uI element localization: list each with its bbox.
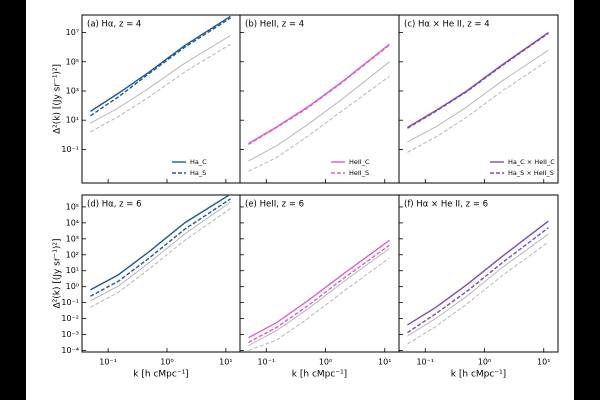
x-tick-label: 10⁰ <box>160 358 173 367</box>
y-tick-label: 10¹ <box>66 116 79 125</box>
series-line <box>407 49 549 143</box>
panel-frame <box>398 194 559 353</box>
y-tick-label: 10³ <box>66 86 79 95</box>
series-line <box>90 43 231 133</box>
series-line <box>248 76 390 172</box>
series-line <box>90 208 231 308</box>
series-line <box>90 35 231 124</box>
y-tick-label: 10⁻¹ <box>61 145 79 154</box>
y-tick-label: 10⁻¹ <box>61 298 79 307</box>
series-line <box>248 244 390 344</box>
legend-label: Ha_S × HeII_S <box>508 169 554 177</box>
series-line <box>248 239 390 339</box>
y-axis-label: Δ²(k) [(Jy sr⁻¹)²] <box>53 64 63 134</box>
y-tick-label: 10⁴ <box>66 218 79 227</box>
y-tick-label: 10⁷ <box>66 28 79 37</box>
series-line <box>407 227 549 334</box>
y-tick-label: 10³ <box>66 234 79 243</box>
left-bar <box>0 0 26 400</box>
panel-title: (d) Hα, z = 6 <box>87 200 142 210</box>
panel-title: (a) Hα, z = 4 <box>87 20 141 30</box>
x-tick-label: 10¹ <box>537 358 550 367</box>
panel-frame <box>398 14 559 184</box>
y-tick-label: 10⁻³ <box>61 330 79 339</box>
series-line <box>248 257 390 351</box>
legend-label: Ha_C <box>190 158 207 166</box>
y-tick-label: 10⁵ <box>66 202 79 211</box>
x-axis-label: k [h cMpc⁻¹] <box>133 370 188 380</box>
series-line <box>90 17 231 117</box>
x-tick-label: 10⁻¹ <box>99 358 117 367</box>
legend-label: HeII_C <box>349 158 370 166</box>
y-tick-label: 10⁻² <box>61 314 79 323</box>
panel-title: (e) HeII, z = 6 <box>245 200 304 210</box>
panel-title: (c) Hα × He II, z = 4 <box>404 20 490 30</box>
series-line <box>90 195 231 291</box>
series-line <box>90 15 231 112</box>
y-tick-label: 10⁵ <box>66 57 79 66</box>
y-tick-label: 10⁻⁴ <box>61 346 79 355</box>
legend-label: Ha_C × HeII_C <box>508 158 555 166</box>
y-axis-label: Δ²(k) [(Jy sr⁻¹)²] <box>53 238 63 308</box>
x-tick-label: 10⁰ <box>319 358 332 367</box>
x-tick-label: 10⁰ <box>478 358 491 367</box>
y-tick-label: 10¹ <box>66 266 79 275</box>
x-tick-label: 10¹ <box>378 358 391 367</box>
series-line <box>407 220 549 326</box>
series-line <box>407 233 549 337</box>
series-line <box>90 198 231 297</box>
panel-title: (b) HeII, z = 4 <box>245 20 304 30</box>
series-line <box>407 59 549 153</box>
x-axis-label: k [h cMpc⁻¹] <box>292 370 347 380</box>
y-tick-label: 10⁰ <box>66 282 79 291</box>
series-line <box>407 32 549 129</box>
x-tick-label: 10⁻¹ <box>416 358 434 367</box>
series-line <box>90 201 231 302</box>
legend-label: HeII_S <box>349 169 369 177</box>
series-line <box>248 248 390 347</box>
series-line <box>248 61 390 162</box>
x-axis-label: k [h cMpc⁻¹] <box>451 370 506 380</box>
panel-title: (f) Hα × He II, z = 6 <box>404 200 488 210</box>
right-bar <box>574 0 600 400</box>
series-line <box>248 44 390 146</box>
x-tick-label: 10⁻¹ <box>257 358 275 367</box>
x-tick-label: 10¹ <box>219 358 232 367</box>
legend-label: Ha_S <box>190 169 206 177</box>
y-tick-label: 10² <box>66 250 79 259</box>
